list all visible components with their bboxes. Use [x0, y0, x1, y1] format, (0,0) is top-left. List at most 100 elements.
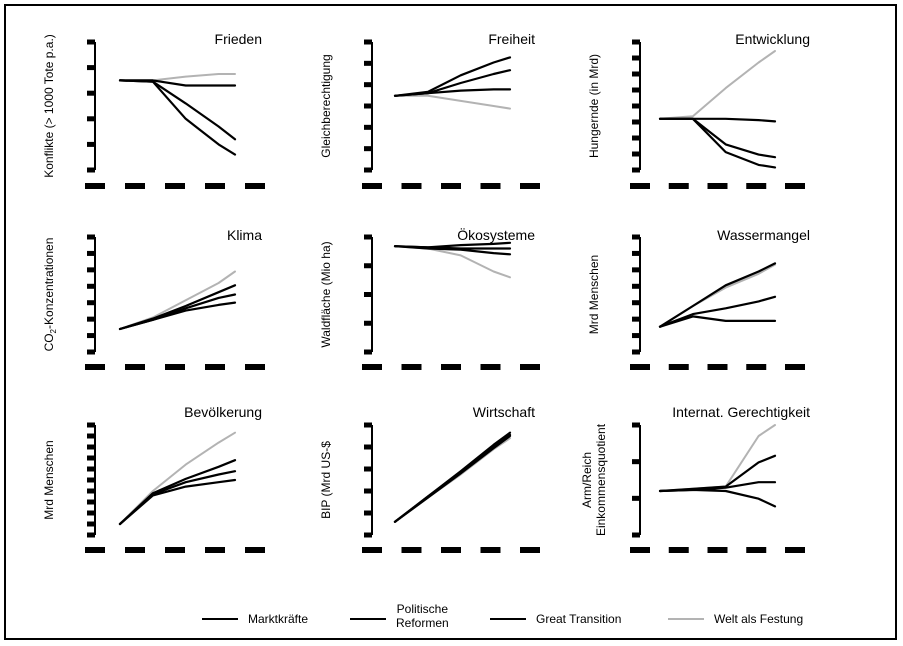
y-axis-label: Gleichberechtigung — [319, 54, 333, 157]
y-tick — [87, 510, 95, 516]
x-tick — [125, 183, 145, 189]
legend-label-marktkraefte: Marktkräfte — [248, 612, 309, 626]
chart-panel-wirtschaft: Wirtschaft BIP (Mrd US-$ — [319, 404, 540, 553]
chart-panel-freiheit: Freiheit Gleichberechtigung — [319, 31, 540, 189]
y-tick — [632, 422, 640, 428]
legend-swatch-black — [350, 618, 386, 620]
x-tick — [245, 364, 265, 370]
chart-panel-frieden: Frieden Konflikte (> 1000 Tote p.a.) — [42, 31, 265, 189]
chart-panel-klima: Klima CO2-Konzentrationen — [42, 227, 265, 370]
y-tick — [364, 466, 372, 472]
y-tick — [87, 422, 95, 428]
x-tick — [362, 364, 382, 370]
legend-label-politische-reformen: Politische Reformen — [396, 602, 449, 630]
chart-panel-entwicklung: Entwicklung Hungernde (in Mrd) — [587, 31, 810, 189]
x-tick — [707, 183, 728, 189]
y-tick — [87, 333, 95, 339]
series-line-welt-als-festung — [394, 94, 511, 110]
legend-label-line-1: Politische — [396, 602, 449, 616]
y-tick — [87, 267, 95, 273]
x-tick — [707, 364, 728, 370]
x-tick — [520, 547, 540, 553]
y-tick — [364, 444, 372, 450]
x-tick — [205, 364, 225, 370]
x-tick — [441, 547, 461, 553]
x-tick — [668, 183, 689, 189]
y-tick — [87, 90, 95, 96]
chart-panel-internat-gerechtigkeit: Internat. Gerechtigkeit Arm/Reich Einkomme… — [580, 404, 810, 553]
legend-label-great-transition: Great Transition — [536, 612, 622, 626]
y-tick — [87, 477, 95, 483]
x-tick — [85, 364, 105, 370]
x-tick — [165, 547, 185, 553]
series-line-politische-reformen — [658, 295, 777, 328]
y-tick — [632, 135, 640, 141]
x-tick — [707, 547, 728, 553]
x-tick — [630, 364, 650, 370]
chart-title: Wirtschaft — [473, 404, 535, 420]
chart-panel-wassermangel: Wassermangel Mrd Menschen — [587, 227, 810, 370]
legend-swatch-black — [202, 618, 238, 620]
x-tick — [520, 183, 540, 189]
legend-label-welt-als-festung: Welt als Festung — [714, 612, 804, 626]
y-tick — [364, 234, 372, 240]
y-tick — [632, 283, 640, 289]
legend-item-welt-als-festung: Welt als Festung — [668, 612, 803, 626]
x-tick — [441, 364, 461, 370]
series-line-great-transition — [393, 241, 512, 249]
y-tick — [364, 510, 372, 516]
y-axis-label: Hungernde (in Mrd) — [587, 54, 601, 158]
x-tick — [785, 364, 805, 370]
x-tick — [480, 364, 501, 370]
y-axis-label: Einkommensquotient — [594, 423, 608, 536]
x-tick — [205, 183, 225, 189]
series-line-great-transition — [118, 301, 237, 331]
y-tick — [632, 119, 640, 125]
x-tick — [668, 364, 689, 370]
y-tick — [364, 263, 372, 269]
y-tick — [632, 267, 640, 273]
y-tick — [87, 250, 95, 256]
y-tick — [632, 55, 640, 61]
x-tick — [441, 183, 461, 189]
x-tick — [401, 183, 422, 189]
x-tick — [401, 547, 422, 553]
x-tick — [362, 183, 382, 189]
y-axis-label: CO2-Konzentrationen — [42, 238, 58, 352]
x-tick — [630, 183, 650, 189]
x-tick — [746, 547, 767, 553]
y-tick — [632, 495, 640, 501]
series-line-welt-als-festung — [659, 263, 776, 328]
y-tick — [632, 316, 640, 322]
y-tick — [632, 39, 640, 45]
y-tick — [87, 521, 95, 527]
x-tick — [85, 183, 105, 189]
y-tick — [632, 167, 640, 173]
x-tick — [205, 547, 225, 553]
y-tick — [364, 320, 372, 326]
chart-panel-ökosysteme: Ökosysteme Waldfläche (Mio ha) — [319, 226, 540, 370]
y-tick — [364, 146, 372, 152]
y-tick — [87, 532, 95, 538]
y-tick — [364, 103, 372, 109]
series-line-great-transition — [658, 488, 777, 508]
x-tick — [630, 547, 650, 553]
series-line-great-transition — [658, 315, 777, 328]
y-tick — [632, 459, 640, 465]
y-tick — [632, 71, 640, 77]
legend-item-great-transition: Great Transition — [490, 612, 621, 626]
y-tick — [364, 82, 372, 88]
y-tick — [87, 141, 95, 147]
y-tick — [364, 532, 372, 538]
series-line-great-transition — [393, 434, 512, 523]
y-tick — [87, 488, 95, 494]
series-line-welt-als-festung — [659, 50, 776, 120]
y-axis-label: Mrd Menschen — [587, 255, 601, 334]
y-tick — [87, 316, 95, 322]
chart-title: Ökosysteme — [457, 226, 535, 243]
x-tick — [785, 183, 805, 189]
chart-title: Frieden — [215, 31, 262, 47]
y-tick — [87, 65, 95, 71]
legend-label-line-2: Reformen — [396, 616, 449, 630]
x-tick — [125, 364, 145, 370]
